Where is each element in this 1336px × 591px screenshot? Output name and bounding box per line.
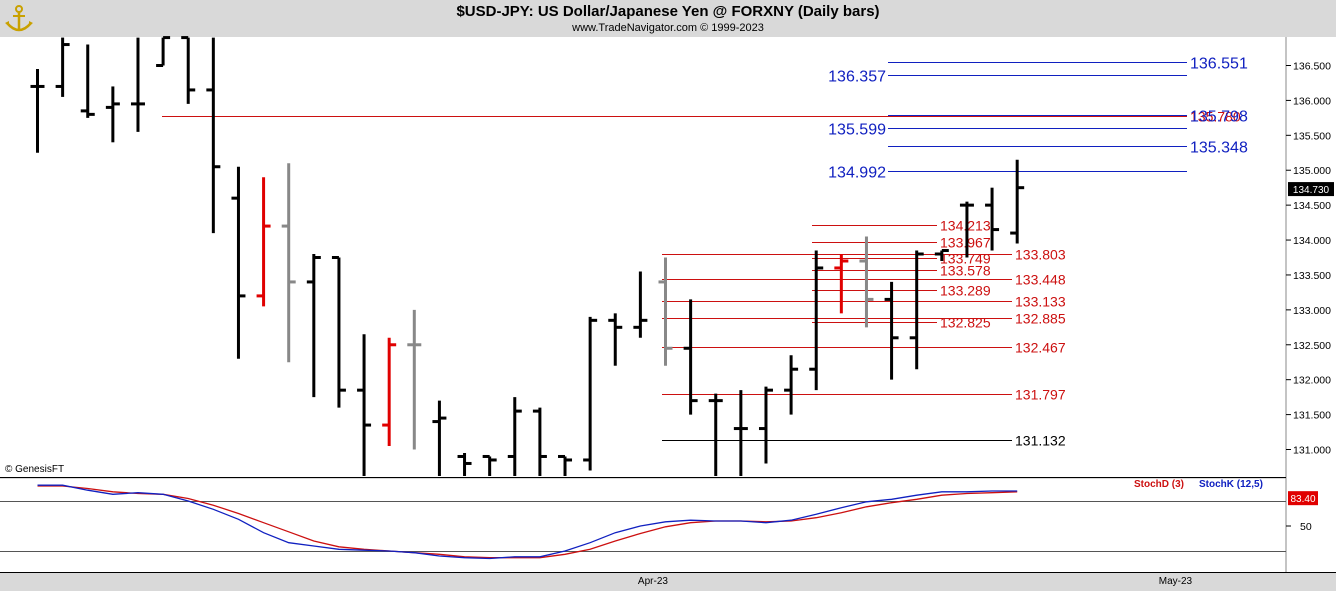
last-price-box [1288,182,1334,197]
price-panel [0,37,1286,477]
y-tick-label: 135.500 [1293,130,1331,142]
price-bars [30,36,1025,476]
level-label: 133.448 [1015,272,1066,288]
y-tick-label: 133.000 [1293,305,1331,317]
level-label: 133.133 [1015,294,1066,310]
price-axis-area [1286,37,1336,572]
stoch-k-legend: StochK (12,5) [1199,479,1263,490]
level-label: 132.467 [1015,340,1066,356]
y-tick-label: 135.000 [1293,165,1331,177]
level-label: 133.967 [940,235,991,251]
y-tick-label: 136.000 [1293,95,1331,107]
stoch-last-box [1288,491,1318,506]
level-label: 134.992 [828,165,886,182]
x-axis-ticks: Apr-23 May-23 [638,576,1193,587]
y-tick-label: 131.500 [1293,410,1331,422]
y-tick-label: 132.000 [1293,375,1331,387]
stoch-k-line [37,484,1018,560]
stoch-tick-label: 50 [1300,521,1312,533]
x-tick-label: Apr-23 [638,576,668,587]
stoch-d-line [37,485,1018,559]
last-price-label: 134.730 [1293,185,1330,196]
copyright-label: © GenesisFT [5,464,64,475]
level-label: 133.749 [940,251,991,267]
level-label: 136.551 [1190,56,1248,73]
level-label: 134.213 [940,218,991,234]
level-label: 132.885 [1015,311,1066,327]
level-label: 133.803 [1015,247,1066,263]
x-tick-label: May-23 [1159,576,1193,587]
chart-subtitle: www.TradeNavigator.com © 1999-2023 [572,22,764,34]
y-tick-label: 134.500 [1293,200,1331,212]
stoch-d-legend: StochD (3) [1134,479,1184,490]
level-label: 133.578 [940,263,991,279]
level-label: 135.348 [1190,140,1248,157]
level-label: 135.798 [1190,109,1248,126]
chart-title: $USD-JPY: US Dollar/Japanese Yen @ FORXN… [456,3,880,20]
y-tick-label: 131.000 [1293,445,1331,457]
level-label: 133.289 [940,283,991,299]
y-tick-label: 134.000 [1293,235,1331,247]
anchor-logo-icon [5,5,33,32]
level-label: 131.132 [1015,433,1066,449]
level-label: 135.780 [1190,109,1241,125]
stoch-last-label: 83.40 [1290,494,1315,505]
level-label: 136.357 [828,69,886,86]
y-tick-label: 132.500 [1293,340,1331,352]
level-label: 135.599 [828,122,886,139]
y-tick-label: 133.500 [1293,270,1331,282]
level-label: 131.797 [1015,387,1066,403]
y-axis-ticks: 131.000 131.500 132.000 132.500 133.000 133.5… [1286,61,1334,457]
stochastic-panel: 50 StochD (3) StochK (12,5) 83.40 [0,479,1318,560]
y-tick-label: 136.500 [1293,61,1331,73]
level-label: 132.825 [940,315,991,331]
